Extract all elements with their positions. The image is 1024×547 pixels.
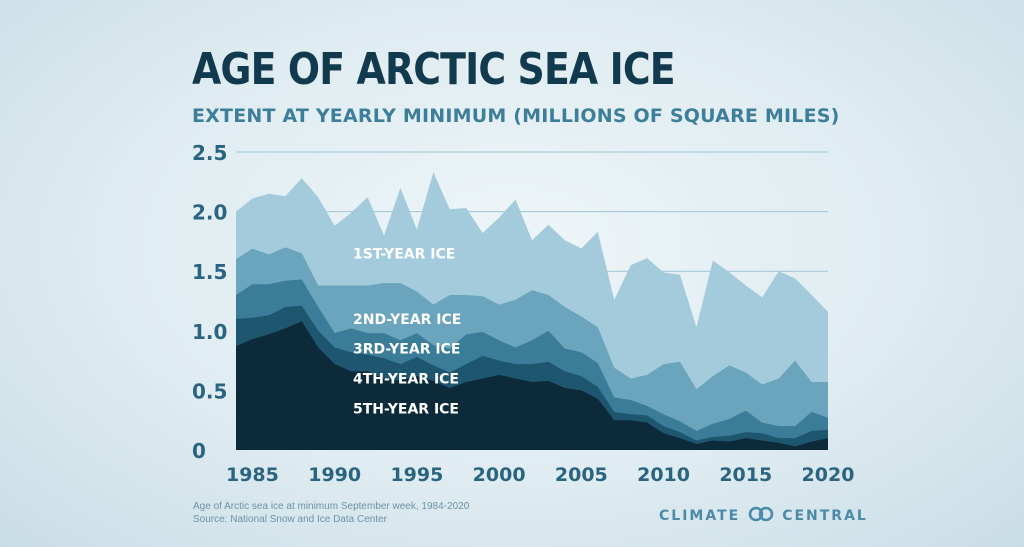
- area-5th-year-ice: [236, 321, 828, 450]
- y-tick-label: 1.5: [192, 260, 227, 284]
- y-tick-label: 0: [192, 439, 206, 463]
- series-label: 4TH-YEAR ICE: [353, 371, 459, 387]
- series-label: 2ND-YEAR ICE: [353, 312, 461, 328]
- series-label: 1ST-YEAR ICE: [353, 246, 455, 262]
- x-tick-label: 2005: [555, 464, 608, 486]
- series-label: 3RD-YEAR ICE: [353, 342, 460, 358]
- x-tick-label: 2010: [637, 464, 690, 486]
- y-axis-ticks: 0 0.5 1.0 1.5 2.0 2.5: [192, 141, 227, 463]
- y-tick-label: 2.0: [192, 201, 227, 225]
- footnote-description: Age of Arctic sea ice at minimum Septemb…: [193, 501, 470, 512]
- footnote: Age of Arctic sea ice at minimum Septemb…: [193, 500, 469, 526]
- brand-word-right: CENTRAL: [782, 508, 868, 524]
- series-labels: 5TH-YEAR ICE 4TH-YEAR ICE 3RD-YEAR ICE 2ND-…: [353, 246, 461, 417]
- series-label: 5TH-YEAR ICE: [353, 401, 459, 417]
- x-tick-label: 1985: [226, 464, 279, 486]
- x-tick-label: 2000: [473, 464, 526, 486]
- x-tick-label: 2020: [802, 464, 855, 486]
- x-tick-label: 1995: [390, 464, 443, 486]
- x-tick-label: 1990: [308, 464, 361, 486]
- y-tick-label: 1.0: [192, 320, 227, 344]
- footnote-source: Source: National Snow and Ice Data Cente…: [193, 514, 387, 525]
- brand-word-left: CLIMATE: [659, 508, 741, 524]
- chart-subtitle: EXTENT AT YEARLY MINIMUM (MILLIONS OF SQ…: [192, 105, 840, 127]
- linked-rings-icon: [746, 506, 776, 526]
- climate-central-logo: CLIMATE CENTRAL: [659, 506, 868, 526]
- chart-title: AGE OF ARCTIC SEA ICE: [192, 44, 676, 95]
- y-tick-label: 2.5: [192, 141, 227, 165]
- area-series: [236, 172, 828, 450]
- x-tick-label: 2015: [719, 464, 772, 486]
- y-tick-label: 0.5: [192, 379, 227, 403]
- x-axis-ticks: 1985 1990 1995 2000 2005 2010 2015 2020: [226, 464, 854, 486]
